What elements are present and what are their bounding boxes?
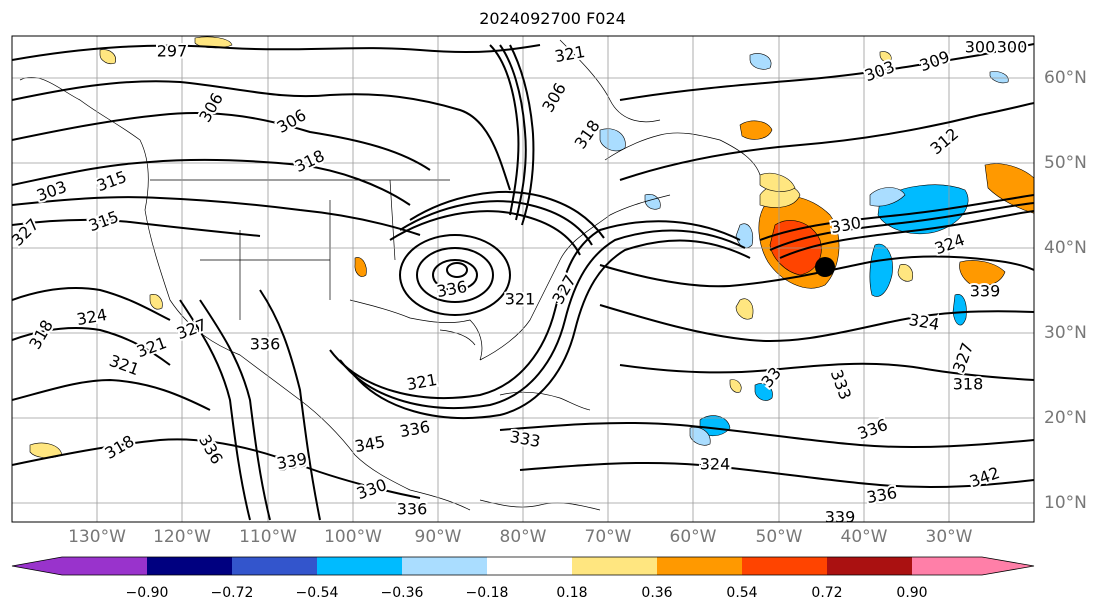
lon-label: 30°W <box>925 527 973 547</box>
contour-label: 300 <box>965 38 996 57</box>
contour-label: 339 <box>825 508 856 527</box>
cyclone-marker-icon <box>815 257 835 277</box>
contour-label: 339 <box>970 282 1001 301</box>
colorbar-tick-label: −0.54 <box>295 585 339 601</box>
colorbar-tick-label: −0.18 <box>465 585 509 601</box>
colorbar-bin <box>827 557 912 575</box>
contour-layer <box>12 43 1034 521</box>
colorbar-outline <box>11 556 1035 576</box>
colorbar-extend-high <box>982 557 1034 575</box>
colorbar <box>11 556 1035 576</box>
colorbar-bin <box>572 557 657 575</box>
lon-label: 100°W <box>324 527 382 547</box>
lon-label: 40°W <box>840 527 888 547</box>
colorbar-bin <box>487 557 572 575</box>
colorbar-bin <box>62 557 147 575</box>
lon-label: 70°W <box>584 527 632 547</box>
lon-label: 110°W <box>239 527 297 547</box>
lon-label: 130°W <box>68 527 126 547</box>
colorbar-tick-label: 0.18 <box>556 585 588 601</box>
colorbar-tick-label: −0.90 <box>125 585 169 601</box>
contour-label: 321 <box>505 290 536 309</box>
lat-label: 60°N <box>1044 68 1087 88</box>
map-title: 2024092700 F024 <box>479 9 626 28</box>
contour-label: 336 <box>250 335 281 354</box>
colorbar-bin <box>742 557 827 575</box>
lon-label: 80°W <box>499 527 547 547</box>
lon-label: 120°W <box>153 527 211 547</box>
lon-label: 50°W <box>755 527 803 547</box>
colorbar-tick-label: −0.72 <box>210 585 254 601</box>
lon-label: 90°W <box>414 527 462 547</box>
contour-label: 324 <box>932 230 967 258</box>
lat-label: 50°N <box>1044 153 1087 173</box>
colorbar-bin <box>402 557 487 575</box>
contour-label: 318 <box>953 375 984 394</box>
colorbar-tick-label: 0.90 <box>896 585 928 601</box>
contour-label: 324 <box>700 455 731 474</box>
lat-label: 30°N <box>1044 323 1087 343</box>
colorbar-bin <box>912 557 982 575</box>
colorbar-extend-low <box>12 557 62 575</box>
lat-label: 40°N <box>1044 238 1087 258</box>
colorbar-tick-label: 0.72 <box>811 585 843 601</box>
colorbar-bin <box>232 557 317 575</box>
colorbar-tick-label: −0.36 <box>380 585 424 601</box>
contour-label: 300 <box>997 38 1028 57</box>
map-frame <box>11 35 1035 523</box>
lat-label: 10°N <box>1044 493 1087 513</box>
contour-label: 336 <box>397 500 428 519</box>
colorbar-tick-label: 0.36 <box>641 585 673 601</box>
colorbar-bin <box>317 557 402 575</box>
contour-label: 297 <box>157 42 188 61</box>
contour-label: 330 <box>829 213 862 237</box>
colorbar-tick-label: 0.54 <box>726 585 758 601</box>
lat-label: 20°N <box>1044 408 1087 428</box>
lon-label: 60°W <box>669 527 717 547</box>
colorbar-bin <box>147 557 232 575</box>
colorbar-bin <box>657 557 742 575</box>
